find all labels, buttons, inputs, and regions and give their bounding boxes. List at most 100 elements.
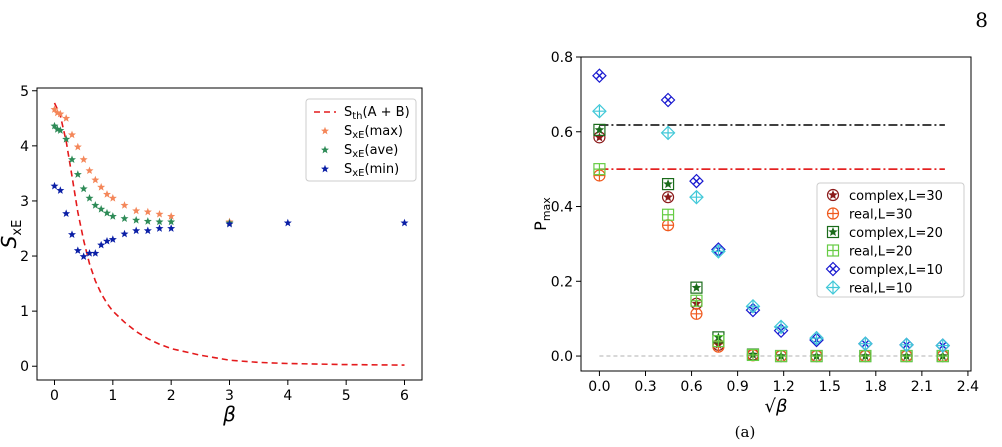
point-r20 <box>690 294 703 307</box>
point-max <box>108 193 117 202</box>
point-r10 <box>773 319 789 335</box>
point-ave <box>97 205 106 213</box>
point-min <box>56 186 65 194</box>
legend-label-c30: complex,L=30 <box>849 189 943 204</box>
point-r20 <box>746 348 760 362</box>
point-max <box>62 114 71 122</box>
point-ave <box>73 170 82 178</box>
point-min <box>155 224 164 232</box>
point-max <box>50 105 59 113</box>
point-max <box>167 212 176 220</box>
point-max <box>91 175 100 184</box>
point-max <box>73 142 82 151</box>
point-max <box>56 109 65 118</box>
legend-swatch-ave <box>321 145 329 154</box>
point-ave <box>155 217 164 226</box>
point-min <box>91 249 100 257</box>
right-xtick-label: 0.6 <box>680 379 702 395</box>
point-r20 <box>593 163 606 176</box>
point-min <box>73 246 82 254</box>
point-ave <box>132 216 141 224</box>
point-min <box>120 229 129 238</box>
point-max <box>68 130 76 139</box>
right-ytick-label: 0.8 <box>551 50 573 66</box>
point-r10 <box>858 336 873 352</box>
legend-label-ave: SxE(ave) <box>344 143 398 160</box>
point-min <box>85 249 94 257</box>
point-ave <box>53 125 62 133</box>
left-xtick-label: 5 <box>342 388 351 404</box>
left-xtick-label: 2 <box>167 388 176 404</box>
point-c30 <box>593 131 606 144</box>
point-min <box>62 209 71 218</box>
right-xtick-label: 1.5 <box>819 379 841 395</box>
point-r10 <box>711 244 726 259</box>
point-r10 <box>592 103 607 119</box>
legend-swatch-r20 <box>826 244 840 257</box>
right-ytick-label: 0.4 <box>551 200 573 216</box>
point-min <box>400 218 409 227</box>
page-number: 8 <box>975 8 988 32</box>
point-r30 <box>661 219 675 232</box>
point-ave <box>91 201 100 209</box>
point-max <box>143 207 152 216</box>
point-r20 <box>712 334 725 348</box>
point-c20 <box>593 123 606 136</box>
left-xtick-label: 4 <box>283 388 292 404</box>
point-min <box>132 226 141 235</box>
legend-label-max: SxE(max) <box>344 124 403 141</box>
right-xtick-label: 2.1 <box>911 379 933 395</box>
left-xtick-label: 3 <box>225 388 234 404</box>
left-xtick-label: 1 <box>108 388 117 404</box>
point-ave <box>68 155 76 164</box>
point-c20 <box>661 177 675 191</box>
left-chart: 0 1 2 3 4 5 6 0 1 2 3 4 5 SxE β Sth(A + B) SxE(max) SxE(a… <box>0 84 423 426</box>
right-ylabel: Pmax <box>531 197 553 231</box>
left-ytick-label: 4 <box>20 139 29 155</box>
point-c10 <box>689 173 704 189</box>
legend-swatch-min <box>321 164 329 173</box>
point-r30 <box>690 307 703 320</box>
legend-label-r30: real,L=30 <box>849 208 912 223</box>
right-chart: 0.0 0.3 0.6 0.9 1.2 1.5 1.8 2.1 2.4 0.0 0.2 0.4 0.6 0… <box>531 50 979 417</box>
left-xtick-label: 0 <box>50 388 59 404</box>
point-min <box>50 181 59 190</box>
point-min <box>283 218 292 227</box>
legend-label-sth: Sth(A + B) <box>344 105 410 122</box>
point-min <box>143 226 152 235</box>
point-c30 <box>661 191 675 204</box>
right-xtick-label: 1.2 <box>773 379 795 395</box>
left-ytick-label: 0 <box>20 359 29 375</box>
point-min <box>97 240 106 249</box>
point-ave <box>143 217 152 225</box>
right-ytick-label: 0.2 <box>551 274 573 290</box>
point-c10 <box>660 92 676 108</box>
point-r20 <box>810 349 823 363</box>
point-c10 <box>592 68 607 84</box>
right-xtick-label: 2.4 <box>957 379 979 395</box>
left-xlabel: β <box>222 402 236 426</box>
left-ytick-label: 3 <box>20 194 29 210</box>
legend-label-r10: real,L=10 <box>849 282 912 297</box>
point-min <box>108 235 117 243</box>
point-ave <box>120 214 129 222</box>
point-r10 <box>689 189 704 205</box>
series-line-sth <box>53 102 405 366</box>
point-r10 <box>935 338 951 353</box>
right-legend-box <box>816 182 965 298</box>
point-max <box>79 155 88 164</box>
legend-label-min: SxE(min) <box>344 162 399 179</box>
right-xlabel: √β <box>765 396 788 417</box>
point-min <box>79 252 88 260</box>
point-max <box>103 190 111 198</box>
point-ave <box>50 121 59 130</box>
right-ytick-label: 0.6 <box>551 125 573 141</box>
legend-swatch-r30 <box>826 207 840 220</box>
right-xtick-label: 0.0 <box>588 379 610 395</box>
point-max <box>120 201 129 209</box>
point-r10 <box>899 337 914 353</box>
legend-label-c10: complex,L=10 <box>849 263 943 278</box>
legend-swatch-c10 <box>825 261 841 277</box>
point-ave <box>79 184 88 193</box>
